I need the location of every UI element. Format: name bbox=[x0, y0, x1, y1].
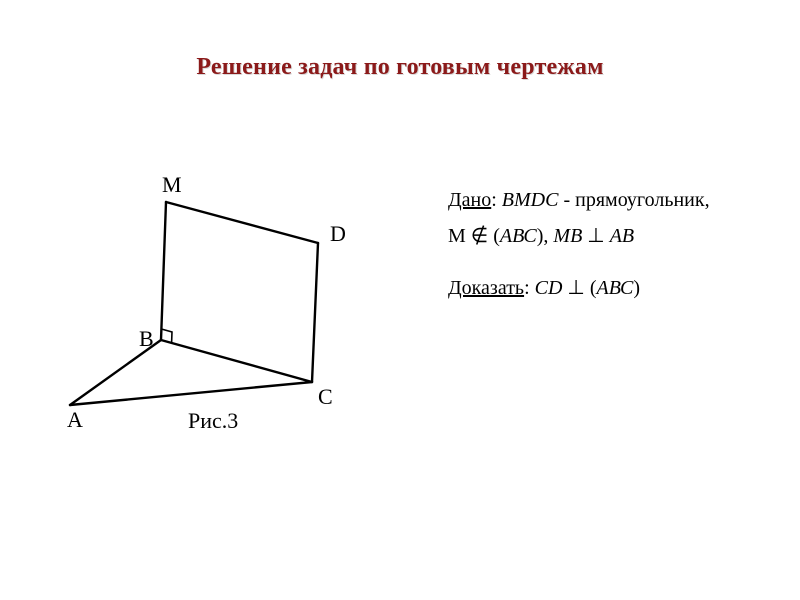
g2b: ( bbox=[488, 225, 500, 247]
given-1b: - прямоугольник, bbox=[558, 189, 709, 211]
g2d: ), bbox=[537, 225, 554, 247]
vertex-label-D: D bbox=[330, 221, 346, 246]
g2f: АВ bbox=[605, 225, 634, 247]
prove-label: Доказать bbox=[448, 277, 524, 299]
edge-DC bbox=[312, 243, 318, 382]
given-bmdc: BMDC bbox=[502, 189, 559, 211]
colon: : bbox=[491, 189, 502, 211]
vertex-label-A: A bbox=[67, 407, 83, 432]
notin-1: ∉ bbox=[471, 225, 488, 247]
perp-1: ⊥ bbox=[587, 225, 604, 247]
prove-line: Доказать: CD ⊥ (АВС) bbox=[448, 273, 768, 303]
slide: Решение задач по готовым чертежам ABCDMР… bbox=[0, 0, 800, 600]
g2c: АВС bbox=[500, 225, 537, 247]
perp-2: ⊥ bbox=[567, 277, 584, 299]
spacer bbox=[448, 257, 768, 273]
figure-caption: Рис.3 bbox=[188, 408, 238, 433]
vertex-label-M: M bbox=[162, 172, 182, 197]
figure-svg: A B C D M Рис.3 bbox=[38, 160, 398, 440]
problem-text: Дано: BMDC - прямоугольник, М ∉ (АВС), М… bbox=[448, 185, 768, 309]
vertex-label-C: C bbox=[318, 384, 333, 409]
prove-cd: CD bbox=[535, 277, 563, 299]
vertex-label-B: B bbox=[139, 326, 154, 351]
colon2: : bbox=[524, 277, 535, 299]
pc: АВС bbox=[597, 277, 634, 299]
g2a: М bbox=[448, 225, 471, 247]
pb: ( bbox=[585, 277, 597, 299]
given-line-2: М ∉ (АВС), МВ ⊥ АВ bbox=[448, 221, 768, 251]
g2e: МВ bbox=[553, 225, 582, 247]
edge-AC bbox=[70, 382, 312, 405]
given-label: Дано bbox=[448, 189, 491, 211]
given-line-1: Дано: BMDC - прямоугольник, bbox=[448, 185, 768, 215]
geometry-figure: A B C D M Рис.3 bbox=[38, 160, 398, 440]
page-title: Решение задач по готовым чертежам bbox=[0, 54, 800, 81]
edge-MD bbox=[166, 202, 318, 243]
edge-BC bbox=[161, 340, 312, 382]
edge-BM bbox=[161, 202, 166, 340]
pd: ) bbox=[633, 277, 640, 299]
